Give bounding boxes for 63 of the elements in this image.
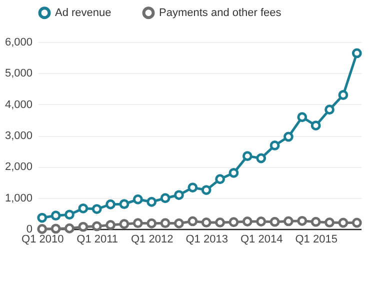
point	[132, 218, 143, 228]
point	[352, 218, 362, 228]
point	[297, 216, 308, 226]
point	[146, 218, 157, 228]
x-tick-label: Q1 2013	[186, 234, 228, 246]
point	[215, 174, 225, 184]
point	[50, 210, 61, 221]
point	[297, 112, 308, 122]
point	[106, 199, 116, 210]
point	[78, 203, 88, 214]
x-tick-label: Q1 2011	[76, 234, 118, 246]
x-tick-label: Q1 2010	[22, 234, 64, 246]
point	[242, 151, 252, 162]
point	[310, 216, 321, 227]
point	[119, 199, 130, 210]
point	[201, 185, 212, 195]
point	[160, 218, 170, 228]
point	[50, 224, 61, 234]
point	[270, 216, 280, 227]
point	[132, 194, 143, 204]
point	[284, 216, 294, 226]
y-tick-label: 0	[26, 224, 32, 236]
y-tick-label: 1,000	[4, 192, 32, 204]
y-tick-label: 3,000	[4, 130, 32, 142]
point	[174, 190, 184, 200]
point	[256, 153, 266, 164]
point	[270, 140, 280, 150]
point	[64, 223, 74, 234]
point	[188, 182, 198, 192]
point	[310, 120, 321, 130]
point	[106, 220, 116, 230]
y-tick-label: 5,000	[4, 68, 32, 80]
point	[352, 48, 362, 58]
point	[215, 218, 225, 228]
point	[228, 168, 239, 178]
x-tick-label: Q1 2012	[130, 234, 174, 246]
point	[92, 221, 102, 232]
point	[256, 216, 266, 226]
point	[174, 218, 184, 228]
point	[324, 218, 334, 228]
point	[119, 219, 130, 229]
point	[284, 132, 294, 142]
point	[146, 196, 157, 207]
y-tick-label: 6,000	[4, 36, 32, 48]
point	[78, 222, 88, 232]
point	[338, 90, 348, 100]
point	[92, 204, 102, 214]
point	[160, 193, 170, 204]
point	[338, 218, 348, 228]
y-tick-label: 2,000	[4, 161, 32, 174]
point	[324, 104, 334, 115]
point	[228, 217, 239, 228]
legend-label: Ad revenue	[55, 6, 112, 19]
y-tick-label: 4,000	[4, 98, 32, 111]
x-tick-label: Q1 2014	[240, 234, 283, 246]
point	[37, 224, 48, 234]
x-tick-label: Q1 2015	[295, 234, 338, 246]
point	[242, 216, 252, 226]
point	[37, 212, 48, 223]
legend-label: Payments and other fees	[159, 6, 282, 19]
point	[201, 218, 212, 228]
point	[64, 210, 74, 220]
point	[188, 216, 198, 226]
